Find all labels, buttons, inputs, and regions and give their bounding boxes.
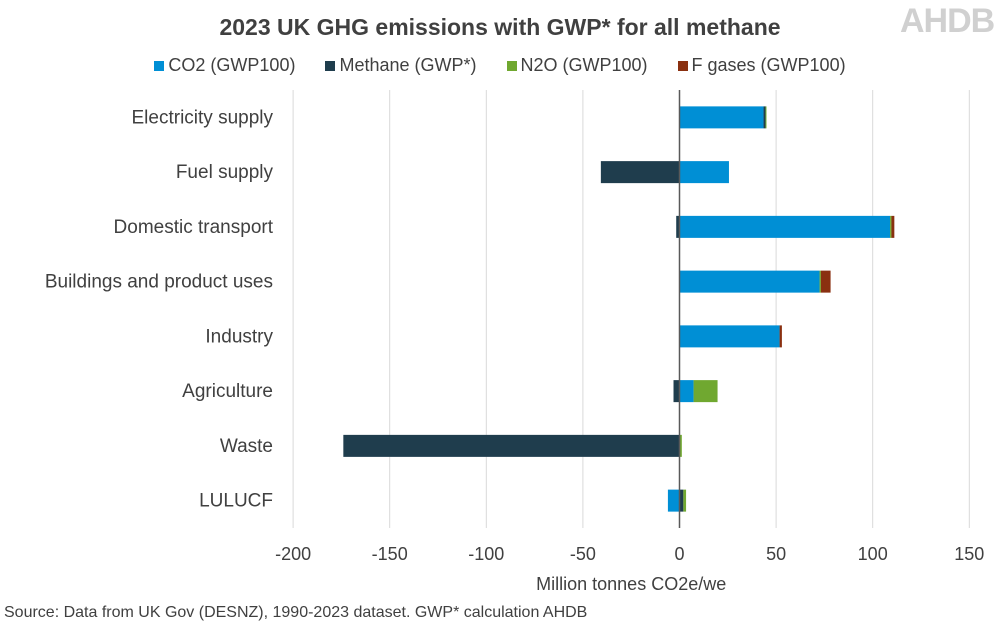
bar-methane-segment — [676, 215, 680, 238]
x-tick-label: 0 — [674, 544, 684, 564]
category-label: Agriculture — [182, 381, 273, 402]
legend-swatch — [677, 61, 688, 71]
bar-co2-segment — [679, 325, 780, 348]
bar-n2o-segment — [683, 489, 687, 512]
bar-methane-segment — [600, 161, 680, 184]
x-tick-label: -50 — [570, 544, 596, 564]
legend-swatch — [325, 61, 336, 71]
bar-n2o-segment — [679, 434, 682, 457]
legend-label: F gases (GWP100) — [691, 55, 846, 75]
bar-n2o-segment — [890, 215, 892, 238]
bar-methane-segment — [679, 489, 684, 512]
category-label: Electricity supply — [132, 107, 274, 128]
legend-label: Methane (GWP*) — [339, 55, 477, 75]
x-tick-label: -200 — [275, 544, 311, 564]
legend-item: N2O (GWP100) — [506, 55, 648, 76]
category-label: Waste — [220, 436, 273, 457]
bar-f-segment — [891, 215, 895, 238]
legend-swatch — [154, 61, 165, 71]
category-label: Fuel supply — [176, 162, 274, 183]
legend-item: CO2 (GWP100) — [154, 55, 295, 76]
bar-co2-segment — [679, 106, 764, 129]
legend-label: CO2 (GWP100) — [168, 55, 296, 75]
chart-title: 2023 UK GHG emissions with GWP* for all … — [219, 14, 781, 40]
legend-label: N2O (GWP100) — [520, 55, 648, 75]
x-axis-label: Million tonnes CO2e/we — [536, 574, 726, 594]
x-tick-label: -100 — [468, 544, 504, 564]
x-tick-label: 100 — [858, 544, 888, 564]
category-label: Domestic transport — [114, 217, 274, 238]
x-tick-label: 50 — [766, 544, 786, 564]
bar-methane-segment — [343, 434, 680, 457]
bar-methane-segment — [673, 380, 680, 403]
legend-swatch — [506, 61, 517, 71]
bar-co2-segment — [667, 489, 680, 512]
bar-f-segment — [820, 270, 831, 293]
category-label: Industry — [205, 326, 273, 347]
bar-methane-segment — [763, 106, 766, 129]
category-label: Buildings and product uses — [45, 272, 273, 293]
category-label: LULUCF — [199, 491, 273, 512]
bar-f-segment — [779, 325, 782, 348]
legend-item: Methane (GWP*) — [325, 55, 477, 76]
bar-co2-segment — [679, 161, 729, 184]
bar-n2o-segment — [693, 380, 718, 403]
bar-n2o-segment — [765, 106, 767, 129]
bar-co2-segment — [679, 270, 820, 293]
x-tick-label: -150 — [372, 544, 408, 564]
bar-co2-segment — [679, 380, 694, 403]
bar-n2o-segment — [819, 270, 821, 293]
x-tick-label: 150 — [954, 544, 984, 564]
legend: CO2 (GWP100) Methane (GWP*) N2O (GWP100) F … — [0, 55, 1000, 76]
ahdb-logo: AHDB — [900, 2, 995, 40]
bar-co2-segment — [679, 215, 891, 238]
legend-item: F gases (GWP100) — [677, 55, 846, 76]
source-note: Source: Data from UK Gov (DESNZ), 1990-2… — [4, 604, 588, 621]
